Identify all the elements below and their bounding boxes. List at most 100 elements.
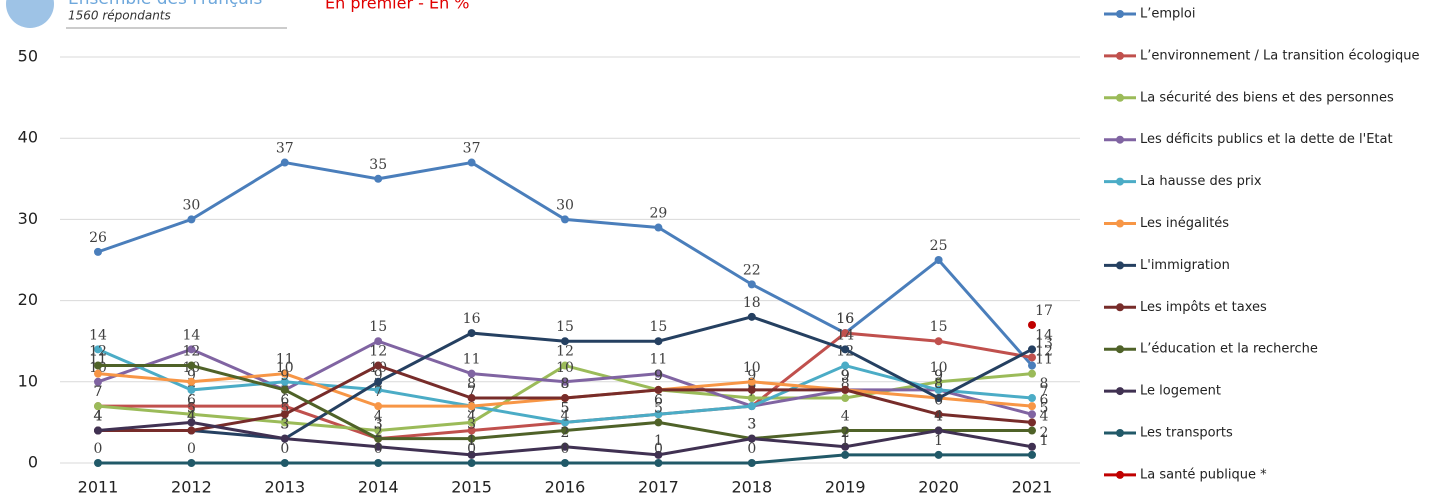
point [841,394,850,403]
y-tick-label: 10 [18,371,38,390]
point [187,402,196,411]
point [1028,353,1036,362]
legend-marker [1116,345,1124,354]
point [747,377,756,386]
data-label: 8 [934,376,943,392]
data-label: 1 [467,433,476,449]
data-label: 2 [841,425,850,441]
point [94,345,102,354]
data-label: 16 [836,311,854,327]
data-label: 0 [280,441,289,457]
data-label: 16 [836,311,854,327]
data-label: 5 [187,400,196,416]
data-label: 7 [374,384,383,400]
legend-marker [1116,93,1124,102]
data-label: 14 [1035,327,1053,343]
x-tick-label: 2012 [171,478,212,497]
data-label: 4 [841,409,850,425]
point [561,442,569,451]
point [841,329,850,338]
data-label: 0 [654,441,663,457]
point [187,459,196,467]
data-label: 9 [841,368,850,384]
data-label: 6 [280,392,289,408]
data-label: 9 [841,368,850,384]
data-label: 4 [187,409,196,425]
point [374,402,383,411]
point [561,377,569,386]
data-label: 3 [280,417,289,433]
data-label: 4 [94,409,103,425]
data-label: 0 [561,441,570,457]
point [747,402,756,411]
data-label: 0 [94,441,103,457]
data-label: 4 [374,409,383,425]
data-label: 13 [1035,335,1053,351]
data-label: 11 [1035,352,1053,368]
point [374,442,383,451]
legend-label: Les impôts et taxes [1140,300,1267,315]
legend-marker [1116,261,1124,270]
data-label: 4 [561,409,570,425]
data-label: 5 [1040,400,1049,416]
legend-label: La hausse des prix [1140,174,1262,189]
x-tick-label: 2019 [825,478,866,497]
data-label: 9 [934,368,943,384]
data-label: 6 [1040,392,1049,408]
point [654,459,663,467]
data-label: 1 [841,433,850,449]
data-label: 0 [374,441,383,457]
legend-marker [1116,387,1124,396]
data-label: 1 [654,433,663,449]
point [374,385,383,394]
legend-marker [1116,429,1124,437]
data-label: 4 [467,409,476,425]
data-label: 4 [1040,409,1049,425]
data-label: 8 [841,376,850,392]
point [187,345,196,354]
point [841,385,850,394]
point [841,442,850,451]
point [374,459,383,467]
point [467,418,476,427]
point [1028,402,1036,411]
data-label: 3 [747,417,756,433]
data-label: 11 [89,352,107,368]
y-tick-label: 30 [18,209,38,228]
data-label: 37 [276,141,294,157]
x-tick-label: 2020 [918,478,959,497]
legend-label: Le logement [1140,384,1221,399]
point [467,394,476,403]
point [934,426,943,435]
data-label: 10 [930,360,948,376]
data-label: 9 [654,368,663,384]
data-label: 35 [369,157,387,173]
point [467,158,476,167]
subtitle: 1560 répondants [68,9,171,23]
point [94,426,102,435]
data-label: 17 [1035,303,1053,319]
data-label: 14 [89,327,107,343]
point [841,450,850,459]
data-label: 4 [934,409,943,425]
point [374,174,383,183]
data-label: 9 [747,368,756,384]
data-label: 12 [182,344,200,360]
y-tick-label: 50 [18,47,38,66]
data-label: 3 [467,417,476,433]
point [1028,361,1036,370]
point [934,256,943,264]
data-label: 9 [654,368,663,384]
data-label: 25 [930,238,948,254]
point [187,377,196,386]
data-label: 9 [841,368,850,384]
data-label: 11 [649,352,667,368]
point [654,369,663,378]
data-label: 12 [89,344,107,360]
data-label: 5 [280,400,289,416]
point [94,377,102,386]
point [841,361,850,370]
data-label: 15 [556,319,574,335]
point [467,329,476,338]
